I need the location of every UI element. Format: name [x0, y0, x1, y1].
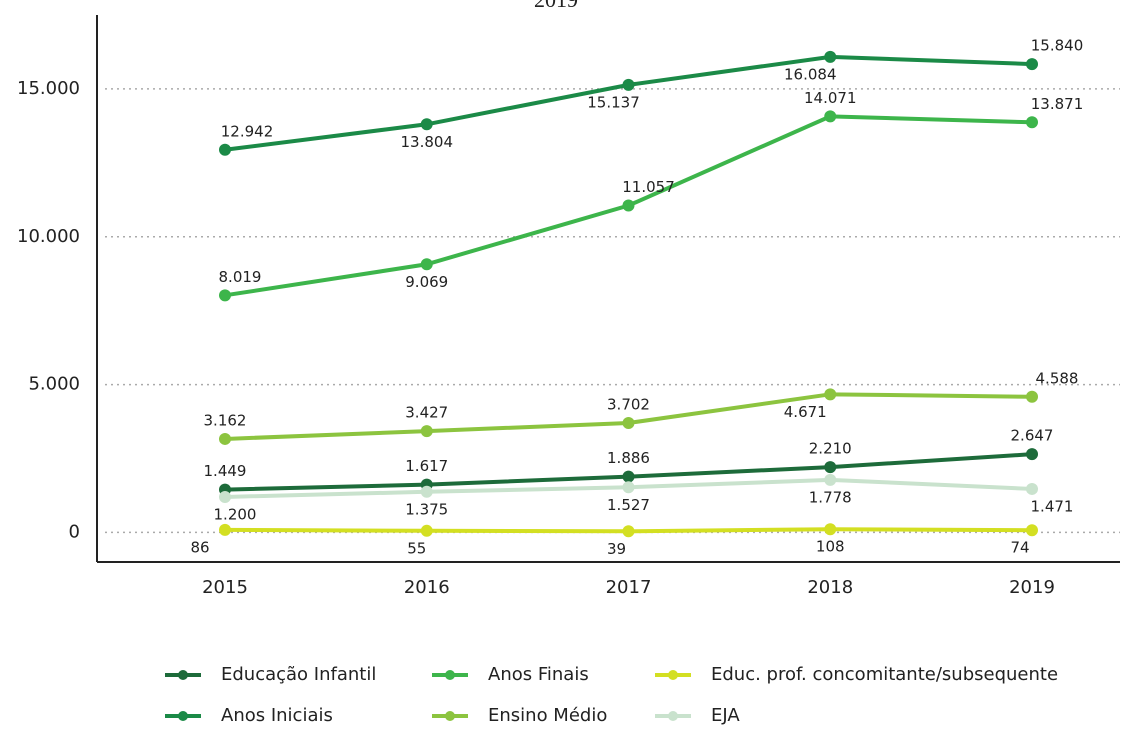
data-label: 74 — [1010, 539, 1029, 557]
legend-label: Educação Infantil — [221, 664, 376, 685]
point — [824, 473, 837, 486]
point — [824, 50, 837, 63]
y-tick-label: 10.000 — [17, 226, 80, 247]
data-label: 39 — [607, 540, 626, 558]
data-label: 1.449 — [204, 462, 247, 480]
point — [420, 524, 433, 537]
data-label: 1.200 — [214, 505, 257, 523]
point — [420, 425, 433, 438]
data-label: 15.137 — [587, 93, 640, 111]
data-label: 4.671 — [784, 403, 827, 421]
y-tick-label: 15.000 — [17, 78, 80, 99]
point — [824, 461, 837, 474]
legend-label: Anos Finais — [488, 664, 589, 685]
point — [622, 78, 635, 91]
point — [219, 523, 231, 536]
data-label: 1.527 — [607, 496, 650, 514]
x-tick-label: 2019 — [1009, 577, 1055, 598]
data-label: 1.886 — [607, 449, 650, 467]
legend-swatch — [178, 711, 188, 721]
legend-label: Educ. prof. concomitante/subsequente — [711, 664, 1058, 685]
point — [1026, 390, 1038, 403]
data-label: 3.702 — [607, 395, 650, 413]
point — [622, 481, 635, 494]
data-label: 13.871 — [1031, 95, 1084, 113]
x-tick-label: 2018 — [807, 577, 853, 598]
x-tick-label: 2016 — [404, 577, 450, 598]
legend-swatch — [445, 670, 455, 680]
data-label: 1.617 — [405, 457, 448, 475]
point — [219, 143, 231, 156]
point — [219, 490, 231, 503]
data-label: 12.942 — [221, 122, 274, 140]
data-label: 15.840 — [1031, 37, 1084, 55]
data-label: 1.375 — [405, 500, 448, 518]
point — [1026, 116, 1038, 129]
x-tick-label: 2017 — [606, 577, 652, 598]
point — [1026, 58, 1038, 71]
data-label: 1.778 — [809, 488, 852, 506]
point — [622, 199, 635, 212]
y-tick-label: 0 — [69, 521, 80, 542]
data-label: 2.210 — [809, 440, 852, 458]
data-label: 11.057 — [622, 178, 675, 196]
point — [420, 258, 433, 271]
data-label: 1.471 — [1031, 497, 1074, 515]
point — [622, 416, 635, 429]
point — [420, 485, 433, 498]
data-label: 9.069 — [405, 273, 448, 291]
point — [622, 525, 635, 538]
data-label: 4.588 — [1036, 369, 1079, 387]
data-label: 3.427 — [405, 404, 448, 422]
point — [219, 289, 231, 302]
data-label: 14.071 — [804, 89, 857, 107]
point — [824, 388, 837, 401]
legend-swatch — [445, 711, 455, 721]
point — [1026, 524, 1038, 537]
legend-label: EJA — [711, 705, 740, 726]
point — [824, 110, 837, 123]
chart-title: 2019 — [534, 0, 578, 12]
legend-swatch — [178, 670, 188, 680]
point — [622, 470, 635, 483]
legend-swatch — [668, 711, 678, 721]
data-label: 55 — [407, 539, 426, 557]
point — [219, 432, 231, 445]
point — [420, 118, 433, 131]
y-tick-label: 5.000 — [28, 374, 80, 395]
point — [1026, 448, 1038, 461]
data-label: 86 — [190, 538, 209, 556]
point — [824, 523, 837, 536]
data-label: 3.162 — [204, 411, 247, 429]
x-tick-label: 2015 — [202, 577, 248, 598]
point — [1026, 482, 1038, 495]
legend-swatch — [668, 670, 678, 680]
legend-label: Anos Iniciais — [221, 705, 333, 726]
data-label: 13.804 — [401, 133, 454, 151]
data-label: 16.084 — [784, 65, 837, 83]
legend-label: Ensino Médio — [488, 705, 607, 726]
data-label: 8.019 — [219, 268, 262, 286]
data-label: 2.647 — [1011, 427, 1054, 445]
data-label: 108 — [816, 538, 845, 556]
